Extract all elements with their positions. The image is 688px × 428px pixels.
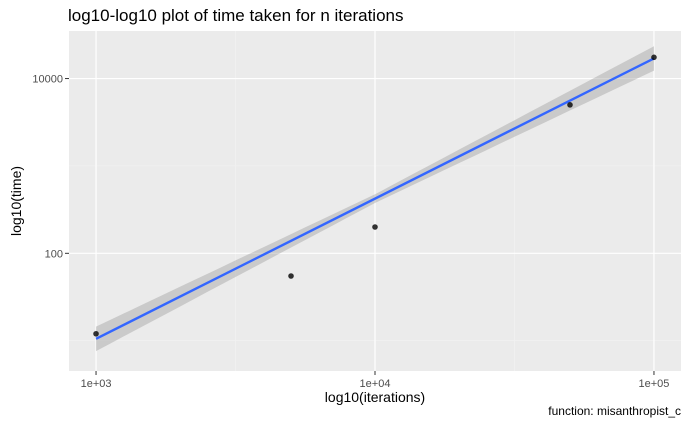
data-point <box>567 102 573 108</box>
x-tick-label: 1e+05 <box>639 378 670 390</box>
x-axis-ticks: 1e+03 1e+04 1e+05 <box>81 371 670 390</box>
regression-line <box>95 57 655 340</box>
data-point <box>372 224 378 230</box>
data-points <box>93 54 657 337</box>
x-tick-label: 1e+03 <box>81 378 112 390</box>
y-axis-title: log10(time) <box>8 166 24 236</box>
x-axis-title: log10(iterations) <box>325 389 425 405</box>
major-gridlines <box>69 31 681 371</box>
chart-caption: function: misanthropist_c <box>548 404 681 418</box>
x-tick-label: 1e+04 <box>360 378 391 390</box>
data-point <box>651 54 657 61</box>
data-point <box>93 330 99 337</box>
y-tick-label: 10000 <box>32 74 63 86</box>
chart-title: log10-log10 plot of time taken for n ite… <box>68 6 403 25</box>
y-tick-label: 100 <box>45 248 63 260</box>
data-point <box>288 273 294 279</box>
y-axis-ticks: 100 10000 <box>32 74 69 260</box>
